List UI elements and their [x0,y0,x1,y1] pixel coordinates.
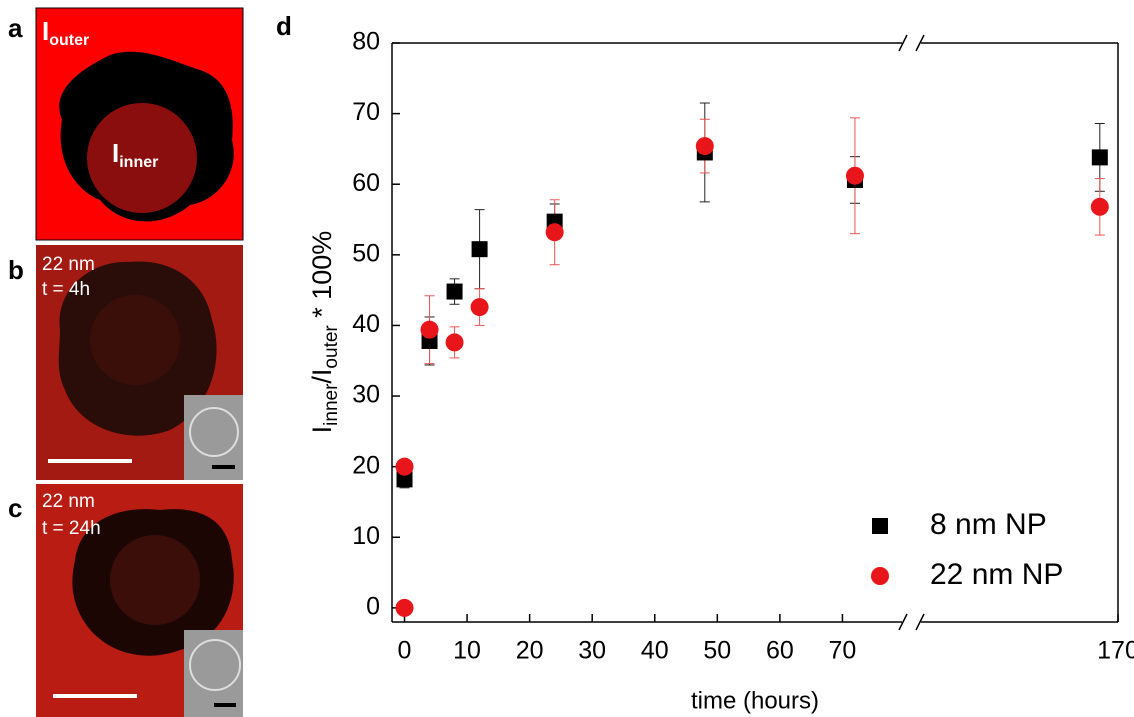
inset [184,630,243,717]
data-point [395,598,414,617]
panel-c: 22 nm t = 24h c [8,484,243,717]
inner-circle [90,295,180,385]
legend-marker [871,567,889,585]
data-point [420,320,439,339]
x-tick-label: 50 [703,637,731,665]
y-tick-label: 60 [352,169,380,197]
data-point [445,333,464,352]
data-point [845,166,864,185]
x-tick-label: 10 [453,637,481,665]
x-tick-label: 40 [641,637,669,665]
data-point [545,223,564,242]
inner-circle [110,535,200,625]
plot: 0 10 20 30 40 50 60 70 80 0 10 20 30 40 50 60 70 170 8 nm … [352,28,1134,665]
y-tick-label: 10 [352,522,380,550]
y-tick-label: 0 [366,592,380,620]
x-tick-label: 0 [398,637,412,665]
panel-label: d [276,11,292,41]
axis-break [915,34,925,52]
y-tick-label: 20 [352,451,380,479]
data-point [470,298,489,317]
inset-cell [189,639,241,691]
legend-marker [872,518,888,534]
axis-break [898,34,908,52]
inset-cell [189,407,239,457]
inner-label: Iinner [112,138,158,171]
panel-label: a [8,13,23,43]
y-tick-label: 30 [352,381,380,409]
data-point [396,471,413,488]
y-tick-label: 40 [352,310,380,338]
y-tick-label: 50 [352,239,380,267]
x-tick-label: 30 [578,637,606,665]
x-axis-label: time (hours) [691,687,819,714]
data-point [695,137,714,156]
y-axis-label: Iinner/Iouter * 100% [307,231,342,434]
x-tick-label: 70 [829,637,857,665]
data-point [1091,149,1108,166]
legend-label: 22 nm NP [930,558,1063,591]
panel-text: t = 4h [42,279,90,300]
data-point [446,283,463,300]
panel-label: c [8,493,22,523]
legend-label: 8 nm NP [930,508,1047,541]
x-tick-label: 20 [516,637,544,665]
x-tick-label: 170 [1097,637,1134,665]
y-tick-label: 70 [352,98,380,126]
panel-text: 22 nm [42,491,95,512]
data-point [395,457,414,476]
outer-label: Iouter [42,16,89,49]
panel-text: t = 24h [42,518,101,539]
panel-text: 22 nm [42,254,95,275]
panel-b: 22 nm t = 4h b [8,245,243,480]
x-tick-label: 60 [766,637,794,665]
axis-break [915,613,925,631]
inner-circle [87,103,197,213]
panel-label: b [8,255,24,285]
y-tick-label: 80 [352,28,380,56]
panel-a: Iouter Iinner a [8,7,244,241]
data-point [1090,197,1109,216]
axis-break [898,613,908,631]
data-point [471,241,488,258]
